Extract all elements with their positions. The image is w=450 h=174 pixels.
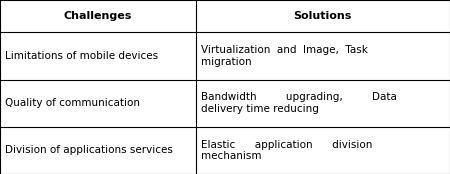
Text: Challenges: Challenges — [64, 11, 132, 21]
Text: Division of applications services: Division of applications services — [5, 145, 173, 155]
Text: Bandwidth         upgrading,         Data
delivery time reducing: Bandwidth upgrading, Data delivery time … — [201, 92, 397, 114]
Text: Limitations of mobile devices: Limitations of mobile devices — [5, 51, 158, 61]
Text: Quality of communication: Quality of communication — [5, 98, 140, 108]
Text: Virtualization  and  Image,  Task
migration: Virtualization and Image, Task migration — [201, 45, 368, 67]
Text: Elastic      application      division
mechanism: Elastic application division mechanism — [201, 140, 373, 161]
Text: Solutions: Solutions — [294, 11, 352, 21]
